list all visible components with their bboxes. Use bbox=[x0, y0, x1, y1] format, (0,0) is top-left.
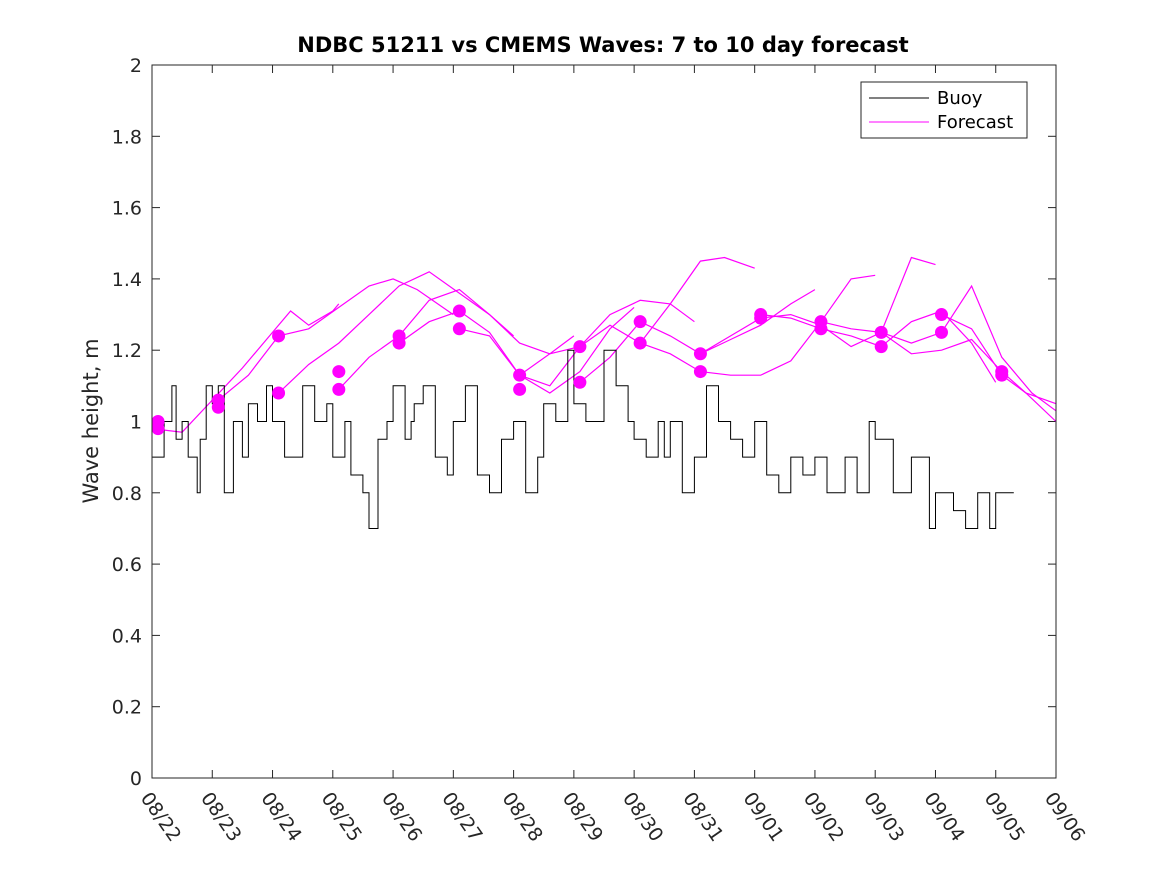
forecast-init-point bbox=[151, 422, 165, 436]
x-tick-label: 09/03 bbox=[859, 788, 908, 845]
forecast-line-3 bbox=[278, 271, 514, 394]
buoy-line-group bbox=[152, 349, 1014, 529]
y-tick-label: 0.2 bbox=[112, 697, 142, 719]
legend-buoy-label: Buoy bbox=[937, 88, 983, 109]
forecast-init-point bbox=[934, 308, 948, 322]
forecast-init-point bbox=[272, 329, 286, 343]
forecast-init-point bbox=[693, 347, 707, 361]
forecast-init-point bbox=[211, 400, 225, 414]
forecast-init-point bbox=[452, 304, 466, 318]
forecast-init-point bbox=[633, 315, 647, 329]
x-tick-label: 08/29 bbox=[558, 788, 607, 845]
legend-forecast-label: Forecast bbox=[937, 112, 1013, 133]
x-tick-label: 08/30 bbox=[618, 788, 667, 845]
y-tick-label: 0.4 bbox=[112, 625, 142, 647]
forecast-lines bbox=[151, 256, 1057, 433]
x-tick-label: 08/28 bbox=[498, 788, 547, 845]
forecast-init-point bbox=[874, 340, 888, 354]
x-tick-label: 09/05 bbox=[980, 788, 1029, 845]
x-tick-label: 08/26 bbox=[377, 788, 426, 845]
plot-frame bbox=[151, 64, 1057, 779]
forecast-line-9 bbox=[639, 274, 876, 376]
forecast-init-point bbox=[814, 322, 828, 336]
buoy-line bbox=[152, 349, 1014, 529]
x-tick-label: 08/23 bbox=[196, 788, 245, 845]
forecast-init-point bbox=[272, 386, 286, 400]
x-tick-label: 08/24 bbox=[256, 788, 305, 845]
y-tick-labels: 0 0.2 0.4 0.6 0.8 1 1.2 1.4 1.6 1.8 2 bbox=[112, 55, 142, 790]
y-tick-label: 1.6 bbox=[112, 198, 142, 220]
y-tick-label: 1.8 bbox=[112, 126, 142, 148]
forecast-init-point bbox=[995, 368, 1009, 382]
forecast-init-point bbox=[754, 311, 768, 325]
forecast-init-point bbox=[392, 336, 406, 350]
x-tick-label: 09/06 bbox=[1040, 788, 1089, 845]
forecast-init-point bbox=[513, 382, 527, 396]
forecast-init-point bbox=[332, 382, 346, 396]
y-tick-label: 1 bbox=[130, 412, 142, 434]
y-tick-label: 0.8 bbox=[112, 483, 142, 505]
x-tick-label: 08/22 bbox=[136, 788, 185, 845]
y-tick-label: 0 bbox=[130, 768, 142, 790]
y-tick-label: 0.6 bbox=[112, 554, 142, 576]
x-tick-label: 09/04 bbox=[919, 788, 968, 845]
forecast-init-point bbox=[573, 375, 587, 389]
forecast-init-point bbox=[693, 365, 707, 379]
forecast-init-point bbox=[633, 336, 647, 350]
x-tick-label: 08/31 bbox=[678, 788, 727, 845]
x-tick-label: 08/27 bbox=[437, 788, 486, 845]
legend: Buoy Forecast bbox=[860, 81, 1028, 139]
y-axis-label: Wave height, m bbox=[79, 338, 103, 503]
forecast-init-point bbox=[934, 325, 948, 339]
chart-title: NDBC 51211 vs CMEMS Waves: 7 to 10 day f… bbox=[297, 33, 908, 57]
x-tick-label: 09/02 bbox=[799, 788, 848, 845]
x-tick-label: 09/01 bbox=[739, 788, 788, 845]
forecast-line-4 bbox=[338, 288, 575, 390]
y-tick-label: 1.4 bbox=[112, 269, 142, 291]
forecast-init-point bbox=[332, 365, 346, 379]
forecast-line-1 bbox=[151, 303, 340, 433]
y-tick-label: 1.2 bbox=[112, 340, 142, 362]
legend-box bbox=[860, 81, 1028, 139]
forecast-init-point bbox=[513, 368, 527, 382]
forecast-line-2 bbox=[217, 278, 454, 401]
x-tick-label: 08/25 bbox=[317, 788, 366, 845]
forecast-init-points bbox=[151, 304, 1009, 436]
x-tick-labels: 08/22 08/23 08/24 08/25 08/26 08/27 08/28 08/29… bbox=[136, 788, 1089, 845]
forecast-init-point bbox=[573, 340, 587, 354]
y-tick-label: 2 bbox=[130, 55, 142, 77]
forecast-init-point bbox=[874, 325, 888, 339]
forecast-init-point bbox=[452, 322, 466, 336]
